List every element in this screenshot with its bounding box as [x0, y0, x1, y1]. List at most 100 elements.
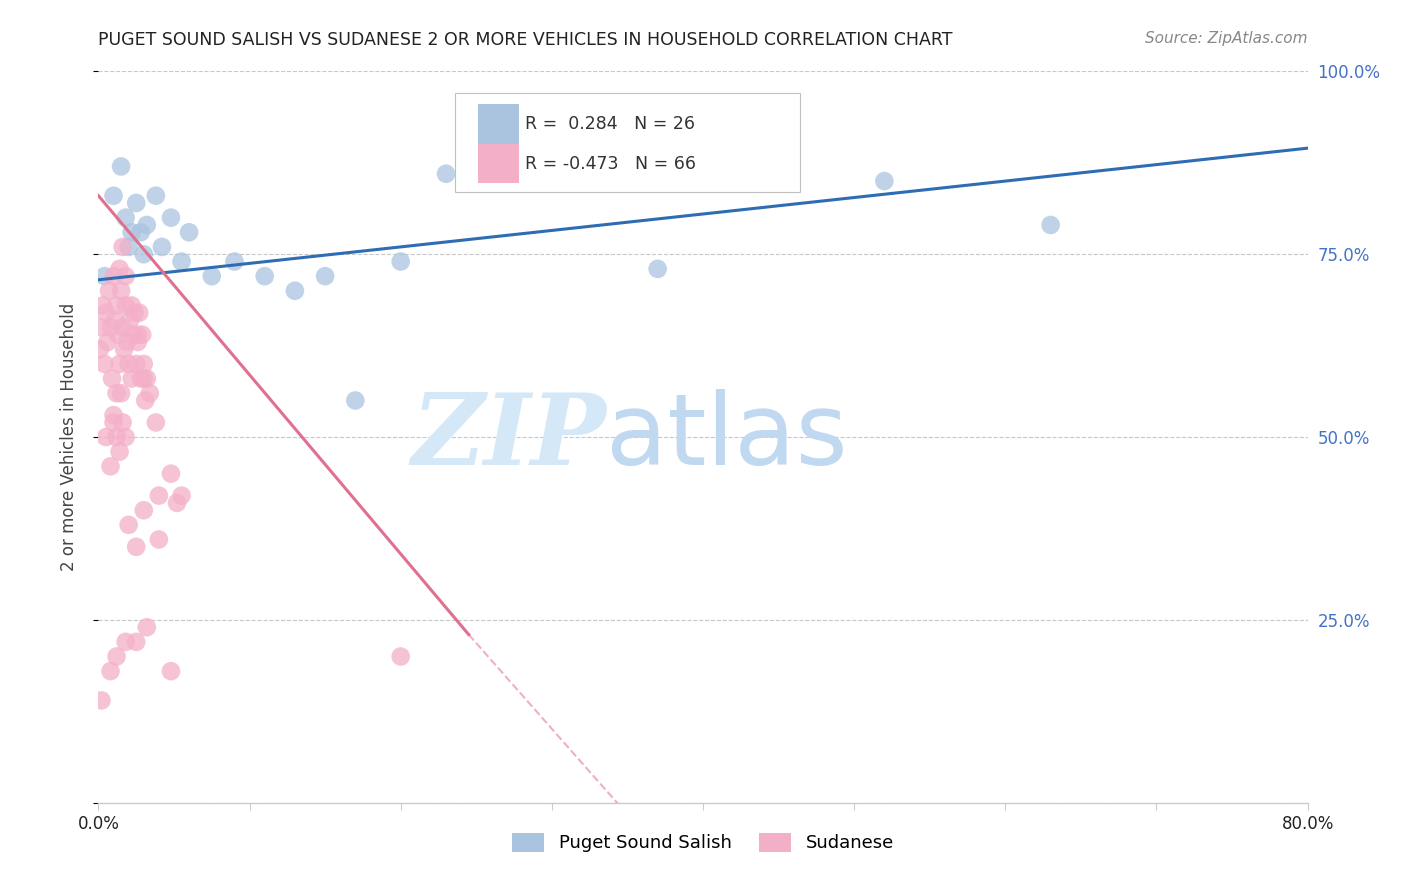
Point: [114, 430, 136, 444]
Point: [111, 320, 134, 334]
Point: [314, 269, 336, 284]
Point: [90, 693, 112, 707]
Point: [89, 343, 111, 357]
Point: [224, 254, 246, 268]
Point: [120, 313, 142, 327]
Point: [125, 196, 148, 211]
Point: [389, 254, 412, 268]
Point: [91, 298, 114, 312]
Point: [105, 298, 128, 312]
Text: PUGET SOUND SALISH VS SUDANESE 2 OR MORE VEHICLES IN HOUSEHOLD CORRELATION CHART: PUGET SOUND SALISH VS SUDANESE 2 OR MORE…: [98, 31, 953, 49]
Point: [118, 240, 141, 254]
Point: [873, 174, 896, 188]
Point: [389, 649, 412, 664]
Point: [103, 408, 125, 422]
Point: [284, 284, 307, 298]
Point: [434, 167, 457, 181]
Point: [105, 649, 128, 664]
Point: [115, 334, 138, 349]
Point: [103, 269, 125, 284]
Point: [150, 240, 173, 254]
Text: Source: ZipAtlas.com: Source: ZipAtlas.com: [1144, 31, 1308, 46]
Point: [108, 261, 131, 276]
Point: [93, 357, 115, 371]
Point: [127, 327, 149, 342]
Point: [111, 416, 134, 430]
Point: [121, 371, 143, 385]
Point: [90, 320, 112, 334]
Point: [112, 343, 135, 357]
Point: [170, 489, 193, 503]
Point: [166, 496, 188, 510]
Point: [132, 371, 155, 385]
Point: [125, 357, 148, 371]
Point: [201, 269, 224, 284]
Point: [253, 269, 276, 284]
Y-axis label: 2 or more Vehicles in Household: 2 or more Vehicles in Household: [59, 303, 77, 571]
Point: [100, 459, 122, 474]
Text: R =  0.284   N = 26: R = 0.284 N = 26: [526, 115, 695, 133]
Point: [1039, 218, 1062, 232]
Point: [114, 298, 136, 312]
Point: [114, 635, 136, 649]
Point: [110, 160, 132, 174]
Point: [148, 533, 170, 547]
FancyBboxPatch shape: [456, 94, 800, 192]
Point: [114, 269, 136, 284]
Point: [98, 284, 121, 298]
Point: [135, 218, 157, 232]
Point: [93, 269, 115, 284]
Point: [121, 225, 143, 239]
Text: ZIP: ZIP: [412, 389, 606, 485]
Point: [96, 334, 118, 349]
Point: [344, 393, 367, 408]
Point: [104, 313, 127, 327]
Point: [134, 393, 156, 408]
Legend: Puget Sound Salish, Sudanese: Puget Sound Salish, Sudanese: [505, 826, 901, 860]
Point: [160, 211, 183, 225]
Point: [118, 517, 141, 532]
Point: [160, 467, 183, 481]
Point: [118, 357, 141, 371]
Point: [132, 503, 155, 517]
Point: [107, 327, 129, 342]
Point: [94, 306, 117, 320]
Point: [127, 334, 149, 349]
Point: [135, 371, 157, 385]
Point: [139, 386, 162, 401]
Point: [125, 540, 148, 554]
Point: [135, 620, 157, 634]
Point: [129, 371, 152, 385]
Point: [108, 444, 131, 458]
Point: [132, 247, 155, 261]
Point: [145, 416, 167, 430]
Point: [179, 225, 201, 239]
Point: [111, 240, 134, 254]
Point: [110, 386, 132, 401]
Point: [132, 357, 155, 371]
FancyBboxPatch shape: [478, 144, 519, 184]
Point: [103, 416, 125, 430]
Point: [121, 298, 143, 312]
Point: [170, 254, 193, 268]
FancyBboxPatch shape: [478, 104, 519, 144]
Point: [105, 386, 128, 401]
Point: [647, 261, 669, 276]
Text: R = -0.473   N = 66: R = -0.473 N = 66: [526, 154, 696, 173]
Point: [124, 306, 146, 320]
Point: [122, 327, 145, 342]
Point: [100, 664, 122, 678]
Point: [94, 430, 117, 444]
Point: [114, 211, 136, 225]
Point: [145, 188, 167, 202]
Point: [128, 306, 150, 320]
Point: [105, 430, 128, 444]
Point: [160, 664, 183, 678]
Point: [148, 489, 170, 503]
Point: [131, 327, 153, 342]
Point: [103, 188, 125, 202]
Point: [108, 357, 131, 371]
Point: [100, 320, 122, 334]
Point: [110, 284, 132, 298]
Point: [101, 371, 124, 385]
